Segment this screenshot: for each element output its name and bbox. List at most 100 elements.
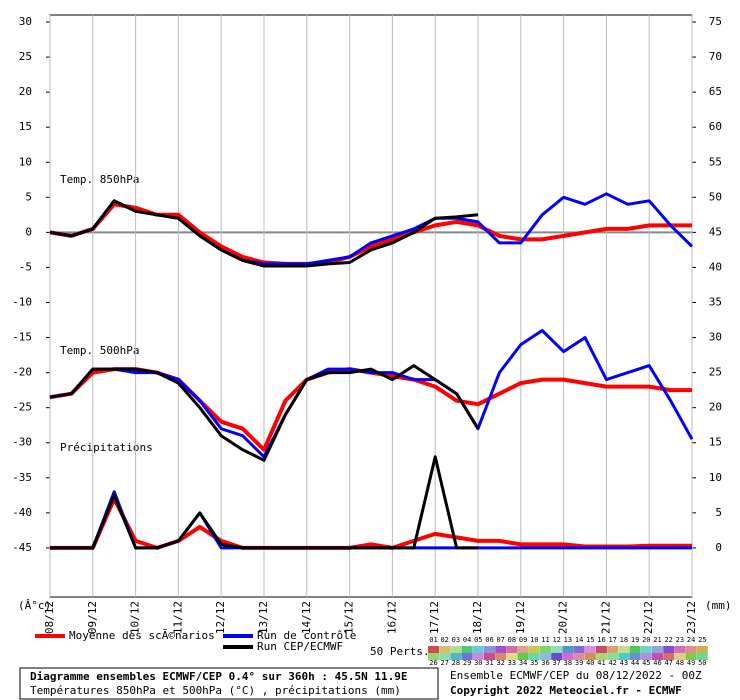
y-tick-label: 25 <box>19 50 32 63</box>
pert-swatch <box>517 646 529 653</box>
pert-label: 10 <box>530 636 538 644</box>
pert-label: 34 <box>519 659 527 667</box>
pert-swatch <box>517 653 529 660</box>
y2-tick-label: 40 <box>709 260 722 273</box>
pert-swatch <box>506 646 518 653</box>
pert-label: 18 <box>620 636 628 644</box>
pert-swatch <box>495 653 507 660</box>
pert-label: 27 <box>440 659 448 667</box>
y2-tick-label: 45 <box>709 225 722 238</box>
pert-label: 30 <box>474 659 482 667</box>
y2-tick-label: 20 <box>709 401 722 414</box>
y2-tick-label: 60 <box>709 120 722 133</box>
pert-label: 33 <box>508 659 516 667</box>
y-tick-label: 10 <box>19 155 32 168</box>
pert-label: 19 <box>631 636 639 644</box>
pert-swatch <box>484 653 495 660</box>
pert-label: 35 <box>530 659 538 667</box>
pert-swatch <box>495 646 507 653</box>
pert-swatch <box>472 653 484 660</box>
pert-label: 05 <box>474 636 482 644</box>
y-tick-label: -45 <box>12 541 32 554</box>
series-line <box>49 364 480 462</box>
pert-swatch <box>696 646 708 653</box>
pert-swatch <box>562 646 574 653</box>
pert-swatch <box>596 653 607 660</box>
pert-swatch <box>461 653 473 660</box>
y-tick-label: -20 <box>12 366 32 379</box>
pert-swatch <box>528 646 540 653</box>
pert-swatch <box>584 653 596 660</box>
pert-swatch <box>506 653 518 660</box>
y2-tick-label: 70 <box>709 50 722 63</box>
pert-label: 40 <box>586 659 594 667</box>
pert-label: 11 <box>541 636 549 644</box>
plot-frame <box>49 14 693 598</box>
pert-swatch <box>696 653 708 660</box>
pert-swatch <box>472 646 484 653</box>
y-tick-label: -15 <box>12 331 32 344</box>
pert-swatch <box>652 646 663 653</box>
pert-swatch <box>540 653 551 660</box>
y-tick-label: 15 <box>19 120 32 133</box>
pert-label: 23 <box>676 636 684 644</box>
pert-swatch <box>450 646 462 653</box>
pert-label: 26 <box>429 659 437 667</box>
y-tick-label: -35 <box>12 471 32 484</box>
y2-tick-label: 15 <box>709 436 722 449</box>
pert-swatch <box>663 646 675 653</box>
pert-swatch <box>428 653 439 660</box>
pert-swatch <box>607 646 619 653</box>
footer-title: Diagramme ensembles ECMWF/CEP 0.4° sur 3… <box>30 670 408 683</box>
series-line <box>50 455 478 550</box>
pert-swatch <box>461 646 473 653</box>
pert-swatch <box>573 653 585 660</box>
y-tick-label: -25 <box>12 401 32 414</box>
pert-swatch <box>450 653 462 660</box>
y-tick-label: 5 <box>25 190 32 203</box>
y2-tick-label: 35 <box>709 295 722 308</box>
x-tick-label: 18/12 <box>471 601 484 634</box>
pert-label: 49 <box>687 659 695 667</box>
pert-swatch <box>629 646 641 653</box>
x-tick-label: 10/12 <box>129 601 142 634</box>
x-tick-label: 12/12 <box>214 601 227 634</box>
x-tick-label: 08/12 <box>43 601 56 634</box>
pert-label: 25 <box>698 636 706 644</box>
pert-swatch <box>584 646 596 653</box>
x-tick-label: 09/12 <box>86 601 99 634</box>
pert-label: 06 <box>485 636 493 644</box>
pert-label: 39 <box>575 659 583 667</box>
pert-label: 44 <box>631 659 639 667</box>
pert-swatch <box>640 653 652 660</box>
pert-swatch <box>551 653 563 660</box>
x-tick-label: 17/12 <box>428 601 441 634</box>
pert-label: 47 <box>664 659 672 667</box>
y2-tick-label: 25 <box>709 366 722 379</box>
footer-subtitle: Températures 850hPa et 500hPa (°C) , pré… <box>30 684 401 697</box>
y-tick-label: 0 <box>25 225 32 238</box>
pert-label: 41 <box>597 659 605 667</box>
pert-swatch <box>618 653 630 660</box>
pert-swatch <box>629 653 641 660</box>
y2-tick-label: 75 <box>709 15 722 28</box>
y2-unit: (mm) <box>705 599 732 612</box>
panel-label: Précipitations <box>60 441 153 454</box>
legend-label: Run de contrôle <box>257 629 356 642</box>
pert-label: 24 <box>687 636 695 644</box>
pert-label: 31 <box>485 659 493 667</box>
pert-swatch <box>618 646 630 653</box>
pert-swatch <box>428 646 439 653</box>
y2-tick-label: 55 <box>709 155 722 168</box>
pert-label: 12 <box>552 636 560 644</box>
legend-label: Run CEP/ECMWF <box>257 640 343 653</box>
pert-label: 42 <box>608 659 616 667</box>
pert-swatch <box>685 646 697 653</box>
x-tick-label: 19/12 <box>514 601 527 634</box>
y-tick-label: -5 <box>19 260 32 273</box>
pert-label: 43 <box>620 659 628 667</box>
y2-tick-label: 10 <box>709 471 722 484</box>
y-tick-label: -30 <box>12 436 32 449</box>
footer-copyright: Copyright 2022 Meteociel.fr - ECMWF <box>450 684 682 697</box>
series-line <box>49 199 479 268</box>
